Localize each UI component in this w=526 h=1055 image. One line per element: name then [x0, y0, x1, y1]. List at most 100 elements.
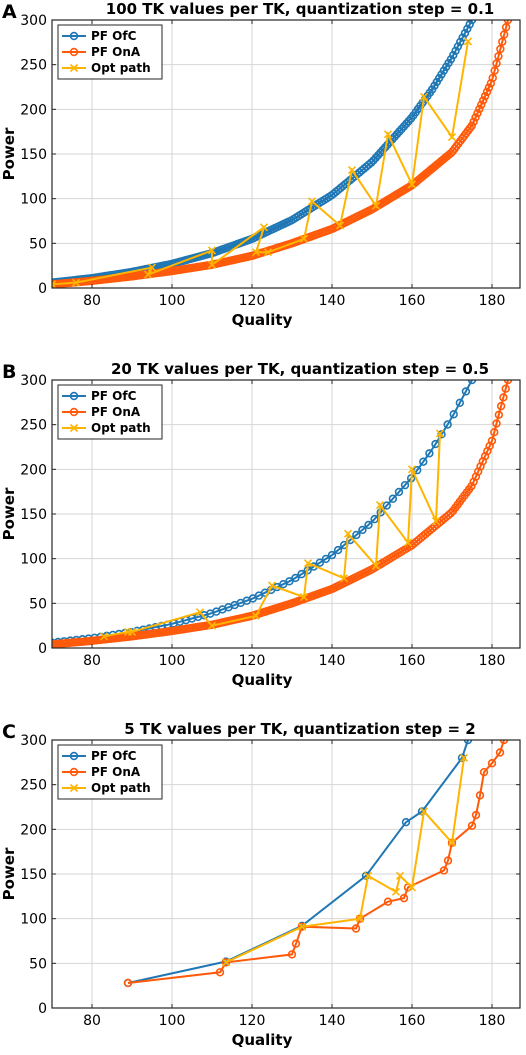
y-tick-label: 300 [20, 373, 47, 389]
data-point [297, 922, 307, 931]
legend-marker [69, 783, 79, 793]
data-point [437, 430, 446, 439]
x-tick-label: 120 [239, 1013, 266, 1029]
data-point [388, 494, 398, 503]
legend-marker [69, 751, 79, 761]
legend: PF OfC PF OnA Opt path [57, 744, 163, 800]
x-tick-label: 140 [319, 1013, 346, 1029]
data-point [499, 740, 509, 745]
y-tick-label: 300 [20, 13, 47, 29]
x-axis-label: Quality [232, 311, 293, 329]
x-tick-label: 80 [83, 293, 101, 309]
data-point [195, 608, 205, 617]
data-point [463, 37, 473, 46]
legend-label: PF OfC [91, 749, 137, 763]
data-point [443, 420, 452, 429]
data-point [490, 427, 499, 437]
data-point [285, 577, 294, 586]
data-point [455, 398, 465, 408]
data-point [473, 108, 482, 118]
legend-marker [69, 63, 79, 73]
data-point [297, 569, 306, 579]
data-point [496, 401, 506, 411]
data-point [461, 387, 471, 396]
data-point [467, 482, 476, 491]
series-pf-ona [123, 740, 509, 988]
data-point [403, 538, 413, 547]
data-point [458, 33, 467, 42]
x-tick-label: 180 [479, 293, 506, 309]
x-tick-label: 160 [399, 653, 426, 669]
data-point [399, 893, 409, 903]
data-point [443, 856, 453, 865]
panel-a: 80 100 120 140 160 180 0 50 100 150 200 250 300 100 T… [0, 0, 521, 329]
data-point [395, 871, 405, 880]
legend-item: PF OfC [62, 389, 137, 403]
legend-marker [69, 407, 79, 417]
data-point [299, 234, 309, 243]
data-point [347, 166, 357, 175]
data-point [501, 23, 511, 32]
data-point [335, 221, 345, 230]
data-point [299, 593, 309, 602]
series-opt-path [99, 429, 445, 641]
data-point [52, 280, 57, 288]
y-tick-label: 300 [20, 733, 47, 749]
data-point [259, 223, 269, 232]
plot-area [52, 380, 513, 648]
data-point [447, 838, 457, 847]
y-tick-label: 50 [29, 956, 47, 972]
y-tick-label: 150 [20, 507, 47, 523]
data-point [371, 201, 381, 210]
data-point [451, 46, 460, 56]
legend-item: Opt path [62, 421, 151, 435]
x-tick-label: 180 [479, 653, 506, 669]
legend-item: PF OfC [62, 29, 137, 43]
data-point [147, 263, 157, 272]
data-point [498, 37, 507, 46]
legend-label: PF OnA [91, 45, 141, 59]
data-point [143, 270, 153, 279]
chart-title: 20 TK values per TK, quantization step =… [111, 360, 489, 378]
data-point [496, 44, 505, 54]
data-point [467, 821, 477, 830]
y-tick-label: 250 [20, 58, 47, 74]
data-point [407, 883, 417, 892]
data-point [492, 419, 501, 428]
y-tick-label: 100 [20, 552, 47, 568]
legend-item: PF OnA [62, 405, 141, 419]
data-point [351, 924, 361, 933]
data-point [221, 958, 231, 967]
x-tick-label: 120 [239, 293, 266, 309]
data-point [457, 753, 467, 763]
data-point [207, 621, 217, 630]
series-opt-path [221, 753, 469, 967]
x-tick-label: 100 [159, 293, 186, 309]
chart-title: 100 TK values per TK, quantization step … [106, 0, 494, 18]
data-point [375, 501, 385, 510]
data-point [364, 520, 373, 530]
data-point [417, 807, 427, 816]
data-point [401, 817, 411, 827]
data-point [307, 197, 317, 206]
legend-marker [69, 31, 79, 41]
data-point [363, 871, 373, 880]
panel-label: A [2, 1, 17, 23]
data-point [291, 573, 300, 583]
legend-marker [69, 423, 79, 433]
data-point [488, 73, 497, 83]
data-point [479, 767, 489, 777]
data-point [465, 20, 474, 29]
data-point [453, 42, 463, 51]
data-point [333, 545, 343, 555]
x-tick-label: 180 [479, 1013, 506, 1029]
data-point [343, 529, 353, 538]
y-tick-label: 150 [20, 867, 47, 883]
chart-title: 5 TK values per TK, quantization step = … [124, 720, 475, 738]
data-point [449, 410, 458, 419]
data-point [439, 866, 449, 875]
data-point [123, 978, 133, 988]
data-point [478, 96, 488, 105]
data-point [383, 897, 393, 906]
